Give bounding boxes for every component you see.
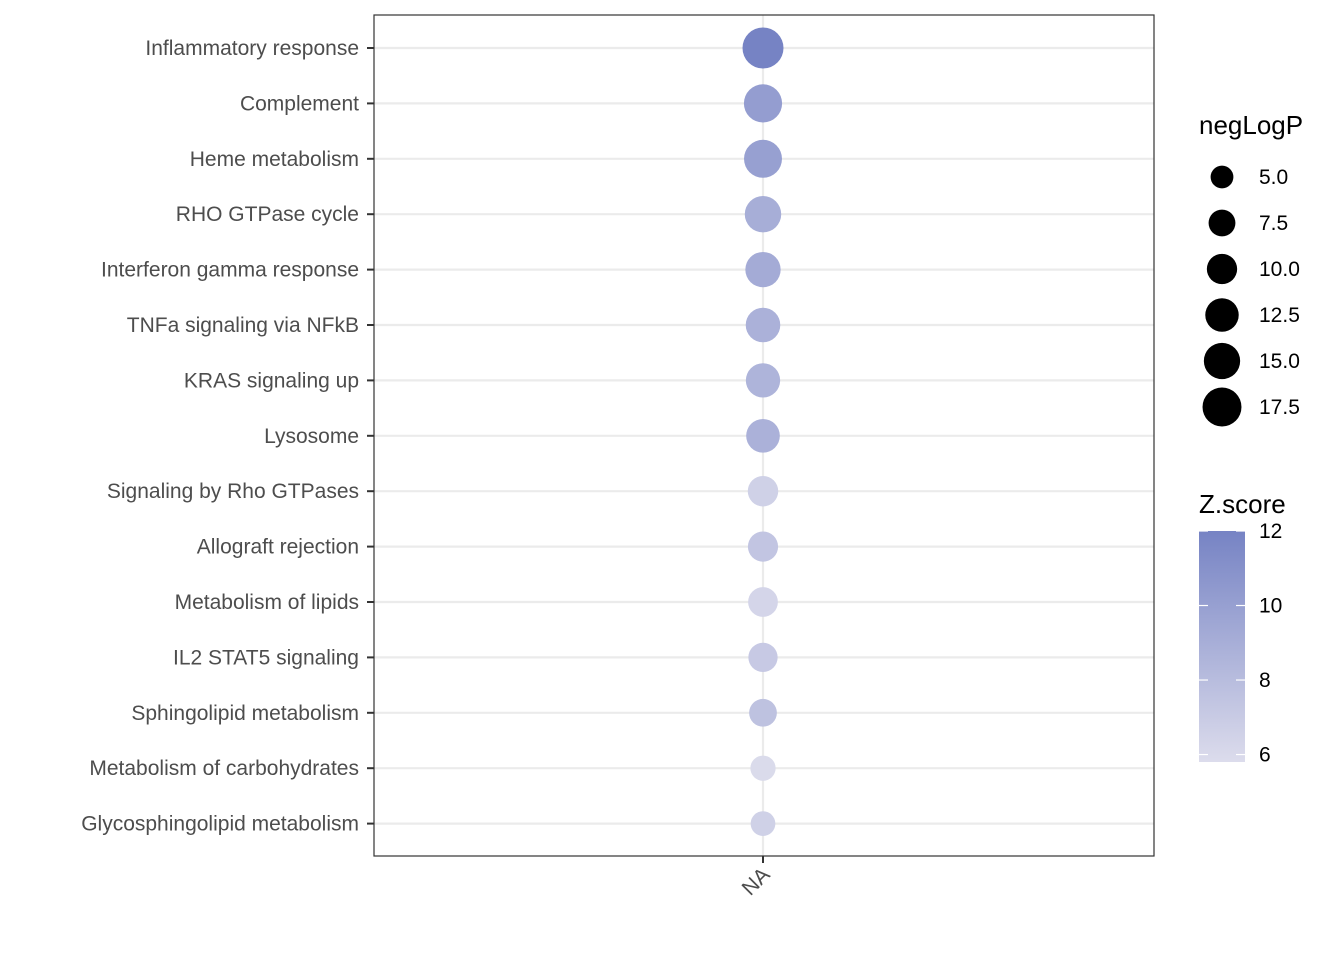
- y-axis: Inflammatory response Complement Heme meta…: [81, 37, 374, 836]
- y-tick-label: Heme metabolism: [190, 148, 359, 171]
- y-tick-label: TNFa signaling via NFkB: [127, 314, 359, 337]
- size-legend-label: 17.5: [1259, 396, 1300, 419]
- y-tick-label: Metabolism of carbohydrates: [89, 757, 359, 780]
- y-tick-label: Allograft rejection: [197, 536, 359, 559]
- size-legend-key: [1203, 342, 1241, 380]
- color-legend-label: 12: [1259, 520, 1282, 543]
- y-tick-label: Signaling by Rho GTPases: [107, 480, 359, 503]
- size-legend-key: [1206, 253, 1238, 285]
- data-point: [742, 27, 784, 69]
- data-point: [749, 698, 777, 727]
- y-tick-label: KRAS signaling up: [184, 369, 359, 392]
- data-point: [747, 531, 779, 562]
- size-legend-title: negLogP: [1199, 110, 1303, 140]
- size-legend-key: [1202, 387, 1242, 427]
- size-legend-key: [1210, 165, 1234, 189]
- color-legend-label: 6: [1259, 744, 1271, 767]
- color-legend-label: 10: [1259, 595, 1282, 618]
- size-legend-key: [1205, 298, 1239, 332]
- data-point: [748, 587, 778, 617]
- data-point: [744, 195, 782, 233]
- data-point: [748, 642, 778, 673]
- y-tick-label: Metabolism of lipids: [175, 591, 359, 614]
- color-legend-bar: [1199, 531, 1245, 762]
- size-legend-label: 15.0: [1259, 350, 1300, 373]
- data-point: [743, 84, 783, 123]
- y-tick-label: Inflammatory response: [145, 37, 359, 60]
- data-point: [750, 755, 776, 781]
- x-tick-label: NA: [738, 863, 775, 900]
- size-legend-label: 5.0: [1259, 166, 1288, 189]
- data-point: [745, 251, 781, 288]
- data-point: [746, 418, 780, 453]
- y-tick-label: Sphingolipid metabolism: [131, 702, 359, 725]
- y-tick-label: RHO GTPase cycle: [176, 203, 359, 226]
- data-point: [744, 139, 782, 178]
- y-tick-label: Interferon gamma response: [101, 259, 359, 282]
- data-points: [742, 27, 784, 836]
- size-legend-label: 10.0: [1259, 258, 1300, 281]
- data-point: [745, 307, 781, 343]
- x-axis: NA: [738, 856, 775, 900]
- size-legend-label: 12.5: [1259, 304, 1300, 327]
- size-legend-key: [1208, 209, 1236, 237]
- data-point: [745, 363, 781, 398]
- y-tick-label: Glycosphingolipid metabolism: [81, 813, 359, 836]
- color-legend-title: Z.score: [1199, 489, 1286, 519]
- color-legend-label: 8: [1259, 669, 1271, 692]
- size-legend-label: 7.5: [1259, 212, 1288, 235]
- y-tick-label: Complement: [240, 92, 359, 115]
- color-legend: Z.score 6 8 10 12: [1199, 489, 1286, 767]
- data-point: [747, 475, 779, 507]
- data-point: [750, 811, 776, 836]
- y-tick-label: Lysosome: [264, 425, 359, 448]
- size-legend: negLogP 5.0 7.5 10.0 12.5 15.0 17.5: [1199, 110, 1303, 427]
- y-tick-label: IL2 STAT5 signaling: [173, 646, 359, 669]
